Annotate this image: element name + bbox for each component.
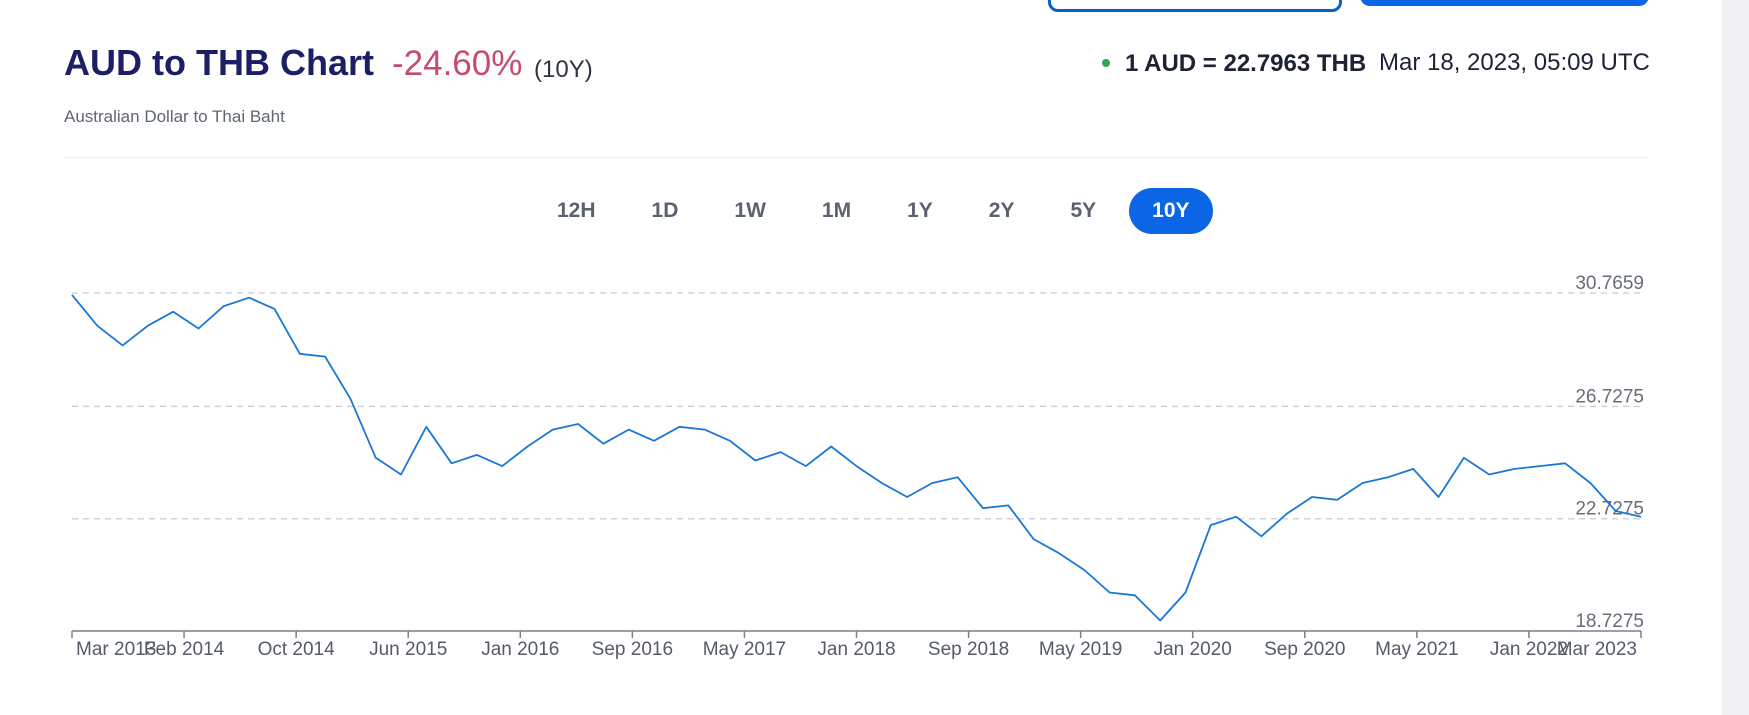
chart-title: AUD to THB Chart [64,42,374,83]
x-tick-label: Oct 2014 [258,639,336,660]
series-line [71,294,1642,622]
chart-subtitle: Australian Dollar to Thai Baht [64,107,285,126]
time-range-tabs: 12H 1D 1W 1M 1Y 2Y 5Y 10Y [534,188,1223,234]
x-tick-label: Sep 2016 [592,639,673,660]
top-outline-button[interactable] [1048,0,1342,12]
top-primary-button[interactable] [1360,0,1649,6]
x-tick-label: Jan 2022 [1490,639,1568,660]
header-divider [64,157,1647,158]
x-tick-label: Mar 2013 [76,639,156,660]
x-tick-label: Mar 2023 [1557,639,1637,660]
y-tick-label: 26.7275 [1575,386,1644,407]
rate-timestamp: Mar 18, 2023, 05:09 UTC [1379,49,1650,76]
x-tick-label: May 2021 [1375,639,1458,660]
tab-5y[interactable]: 5Y [1070,199,1097,222]
x-tick-label: May 2017 [703,639,786,660]
page-scrollbar[interactable] [1722,0,1749,715]
x-tick-label: Jan 2016 [481,639,559,660]
y-tick-label: 30.7659 [1575,273,1644,294]
y-tick-label: 18.7275 [1575,611,1644,632]
x-tick-label: Sep 2020 [1264,639,1345,660]
tab-1y[interactable]: 1Y [907,199,933,222]
live-status-dot-icon [1102,59,1110,67]
tab-2y[interactable]: 2Y [988,199,1015,222]
current-rate: 1 AUD = 22.7963 THB [1125,50,1367,77]
tab-1d[interactable]: 1D [651,199,679,222]
y-tick-label: 22.7275 [1575,499,1644,520]
change-period: (10Y) [534,56,593,83]
percent-change: -24.60% [392,44,523,83]
x-tick-label: Feb 2014 [144,639,225,660]
x-tick-label: Sep 2018 [928,639,1009,660]
x-tick-label: Jan 2020 [1154,639,1232,660]
x-tick-label: Jan 2018 [817,639,895,660]
tab-1w[interactable]: 1W [734,199,766,222]
tab-10y[interactable]: 10Y [1129,188,1213,234]
x-tick-label: Jun 2015 [369,639,447,660]
tab-12h[interactable]: 12H [557,199,596,222]
x-tick-label: May 2019 [1039,639,1122,660]
tab-1m[interactable]: 1M [821,199,852,222]
